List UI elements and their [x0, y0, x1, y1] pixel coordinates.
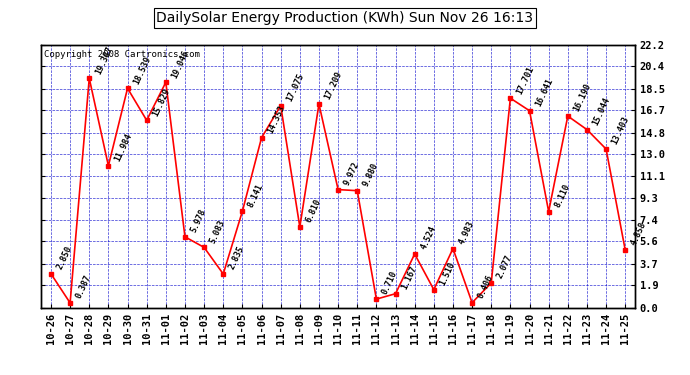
- Text: 11.984: 11.984: [112, 132, 133, 163]
- Text: 8.141: 8.141: [246, 182, 265, 209]
- Text: 4.524: 4.524: [419, 225, 437, 251]
- Text: 0.387: 0.387: [75, 274, 93, 300]
- Text: DailySolar Energy Production (KWh) Sun Nov 26 16:13: DailySolar Energy Production (KWh) Sun N…: [157, 11, 533, 25]
- Text: 9.972: 9.972: [342, 160, 361, 187]
- Text: 9.880: 9.880: [362, 161, 380, 188]
- Text: 5.083: 5.083: [208, 218, 227, 244]
- Text: 2.850: 2.850: [55, 244, 74, 271]
- Text: 16.641: 16.641: [533, 77, 555, 108]
- Text: 16.190: 16.190: [572, 82, 593, 113]
- Text: 1.510: 1.510: [438, 260, 457, 287]
- Text: 18.539: 18.539: [132, 54, 152, 86]
- Text: 2.835: 2.835: [228, 245, 246, 271]
- Text: 17.701: 17.701: [515, 64, 535, 95]
- Text: Copyright 2008 Cartronics.com: Copyright 2008 Cartronics.com: [44, 50, 200, 59]
- Text: 17.209: 17.209: [323, 70, 344, 101]
- Text: 0.406: 0.406: [476, 273, 495, 300]
- Text: 19.387: 19.387: [93, 45, 115, 75]
- Text: 4.858: 4.858: [629, 221, 648, 247]
- Text: 14.353: 14.353: [266, 104, 286, 135]
- Text: 8.110: 8.110: [553, 182, 571, 209]
- Text: 6.810: 6.810: [304, 198, 323, 224]
- Text: 13.403: 13.403: [610, 115, 631, 146]
- Text: 15.044: 15.044: [591, 96, 612, 127]
- Text: 0.710: 0.710: [381, 270, 400, 296]
- Text: 4.983: 4.983: [457, 219, 476, 246]
- Text: 19.046: 19.046: [170, 48, 191, 80]
- Text: 15.829: 15.829: [151, 87, 172, 117]
- Text: 1.167: 1.167: [400, 264, 418, 291]
- Text: 17.075: 17.075: [285, 72, 306, 103]
- Text: 2.077: 2.077: [495, 254, 514, 280]
- Text: 5.978: 5.978: [189, 208, 208, 234]
